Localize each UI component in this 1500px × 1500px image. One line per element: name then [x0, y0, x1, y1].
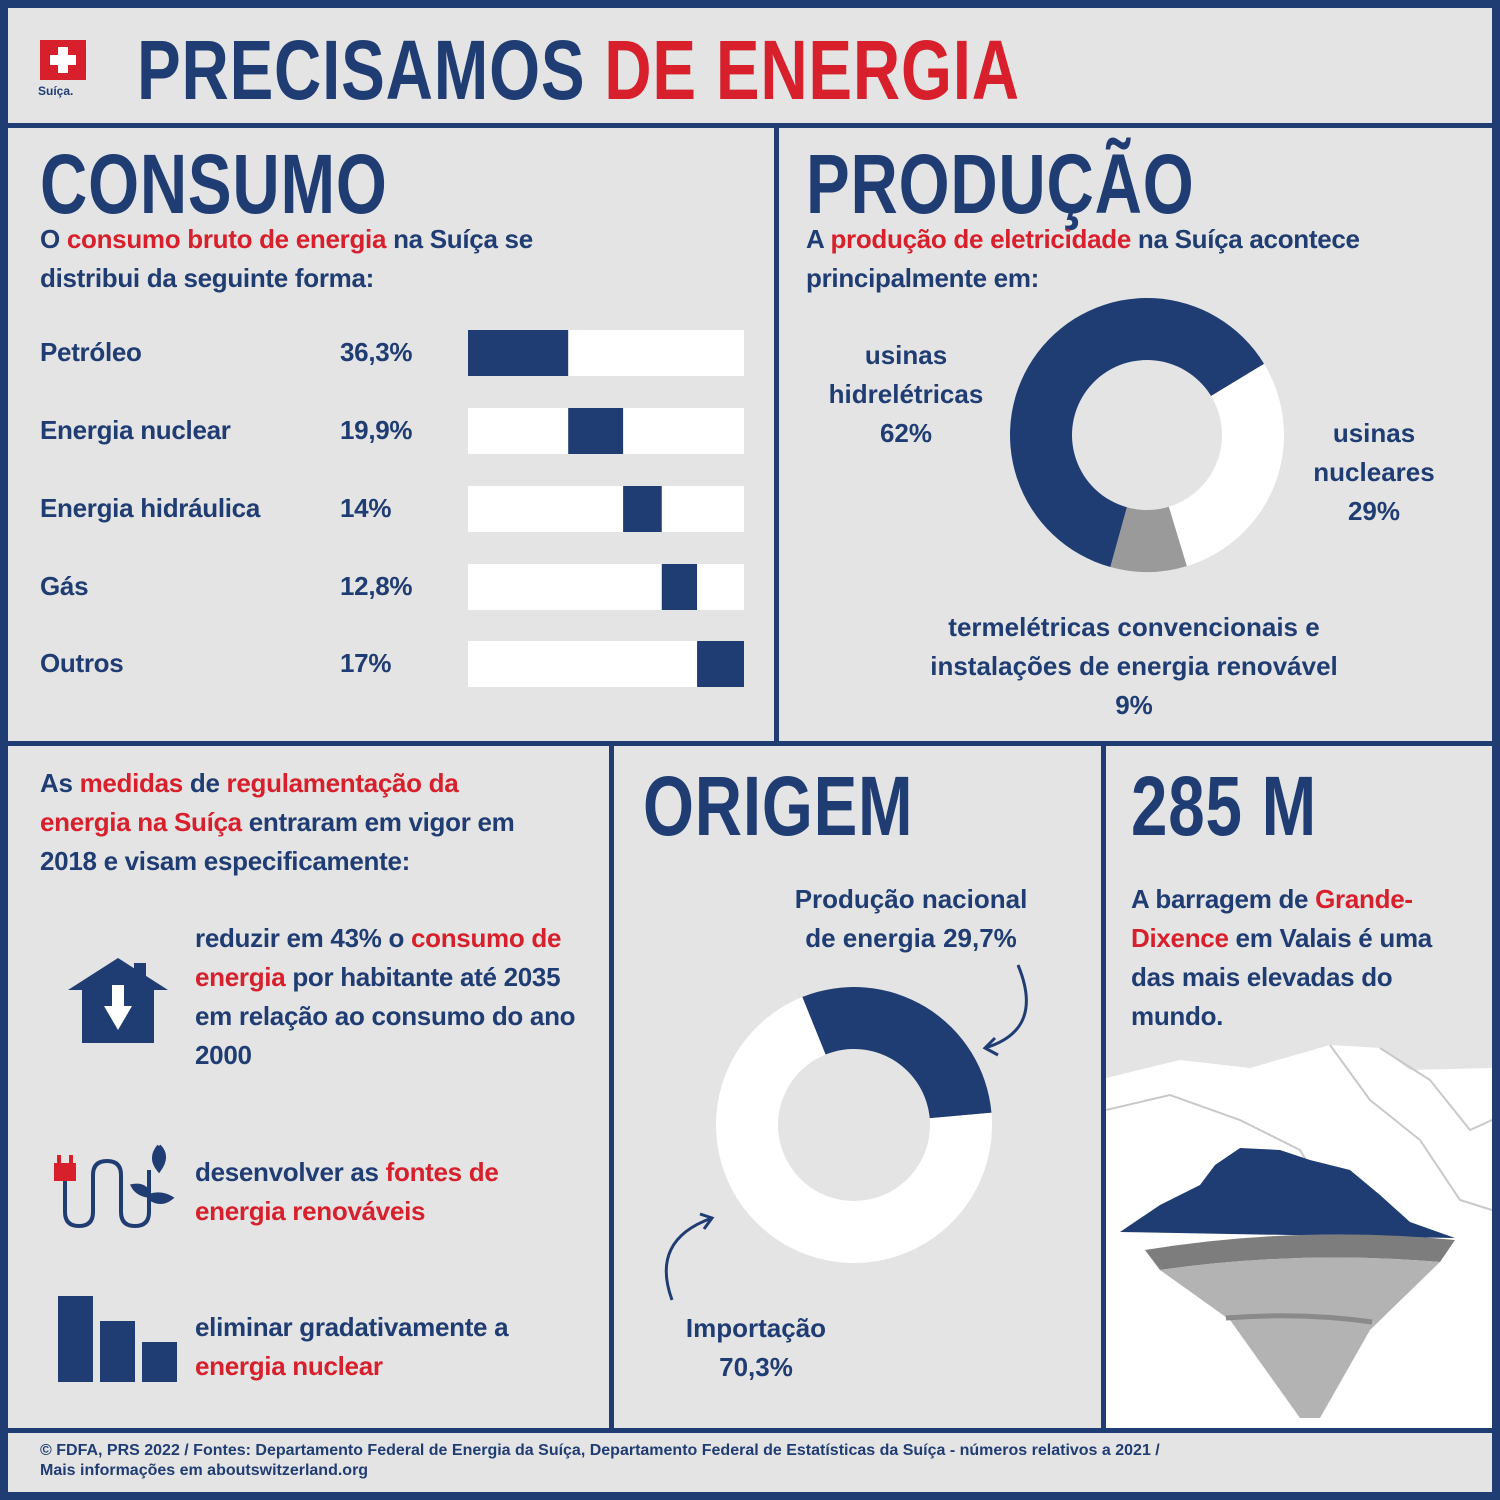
slice-label: Importação 70,3% — [666, 1309, 846, 1387]
border — [0, 1492, 1500, 1500]
text-segment: de — [182, 768, 227, 798]
value-label: 12,8% — [340, 571, 413, 601]
divider — [774, 128, 779, 743]
text-segment: desenvolver as — [195, 1157, 386, 1187]
bar-label: Energia hidráulica — [40, 493, 261, 523]
pie-slice — [1009, 298, 1265, 568]
slice-value: 9% — [1115, 690, 1153, 720]
text-segment: A barragem de — [1131, 884, 1316, 914]
slice-label: Produção nacional de energia 29,7% — [781, 880, 1041, 958]
footer-line: Mais informações em aboutswitzerland.org — [40, 1462, 369, 1479]
plug-icon — [54, 1144, 175, 1229]
text-segment: A — [806, 224, 831, 254]
section-subtitle: A produção de eletricidade na Suíça acon… — [806, 220, 1456, 298]
divider — [609, 746, 614, 1430]
text-segment: em Valais é uma das mais elevadas do mun… — [1131, 923, 1432, 1031]
bar-label: Outros — [40, 648, 124, 678]
logo-cross — [50, 55, 76, 65]
text-segment: por habitante até 2035 em relação ao con… — [195, 962, 576, 1070]
value-label: 19,9% — [340, 415, 413, 445]
measure-item: desenvolver as fontes de energia renováv… — [195, 1153, 545, 1231]
border — [0, 0, 1500, 8]
pie-slice — [1110, 506, 1187, 572]
text-segment: O — [40, 224, 67, 254]
text-segment: consumo bruto de energia — [66, 224, 387, 254]
section-title: CONSUMO — [40, 137, 388, 231]
slice-value: 62% — [879, 418, 933, 448]
text-segment: eliminar gradativamente a — [195, 1312, 509, 1342]
slice-name: Produção nacional de energia — [794, 884, 1028, 953]
section-title: PRODUÇÃO — [806, 137, 1195, 231]
pie-slice — [1168, 363, 1284, 567]
dam-illustration — [1105, 1044, 1493, 1428]
bar-track — [468, 486, 744, 532]
footer-line: © FDFA, PRS 2022 / Fontes: Departamento … — [40, 1442, 1160, 1459]
bar — [661, 564, 698, 610]
footer: © FDFA, PRS 2022 / Fontes: Departamento … — [40, 1441, 1160, 1481]
bar-label: Energia nuclear — [40, 415, 231, 445]
text-segment: As — [40, 768, 80, 798]
text-segment: energia nuclear — [195, 1351, 383, 1381]
page-title: PRECISAMOS DE ENERGIA — [137, 28, 1020, 112]
arrow-head — [699, 1212, 715, 1230]
text-segment: Grande-Dixence — [1131, 884, 1413, 953]
measure-item: reduzir em 43% o consumo de energia por … — [195, 919, 590, 1075]
bar-label: Gás — [40, 571, 89, 601]
arrow — [664, 1216, 713, 1301]
divider — [0, 1428, 1500, 1433]
text-segment: regulamentação da energia na Suíça — [40, 768, 459, 837]
value-label: 17% — [340, 648, 392, 678]
text-segment: produção de eletricidade — [830, 224, 1131, 254]
value-label: 36,3% — [340, 337, 413, 367]
house-icon — [68, 958, 168, 1043]
arrow — [984, 964, 1028, 1050]
text-segment: na Suíça se distribui da seguinte forma: — [40, 224, 533, 293]
border — [0, 0, 8, 1500]
slice-name: Importação — [685, 1313, 827, 1343]
text-segment: fontes de energia renováveis — [195, 1157, 499, 1226]
measures-intro: As medidas de regulamentação da energia … — [40, 764, 520, 881]
slice-value: 70,3% — [719, 1352, 793, 1382]
bar — [623, 486, 662, 532]
text-segment: na Suíça acontece principalmente em: — [806, 224, 1360, 293]
value-label: 14% — [340, 493, 392, 523]
text-segment: consumo de energia — [195, 923, 562, 992]
text-segment: entraram em vigor em 2018 e visam especi… — [40, 807, 515, 876]
slice-value: 29% — [1347, 496, 1401, 526]
slice-name: usinas nucleares — [1313, 418, 1435, 487]
bar — [697, 641, 744, 687]
decline-icon — [58, 1296, 177, 1382]
pie-slice — [716, 997, 993, 1263]
dam-title: 285 M — [1131, 759, 1318, 853]
arrow-head — [982, 1036, 999, 1057]
slice-name: usinas hidrelétricas — [828, 340, 984, 409]
text-segment: reduzir em 43% o — [195, 923, 411, 953]
border — [1492, 0, 1500, 1500]
section-title: ORIGEM — [643, 759, 914, 853]
dam-text: A barragem de Grande-Dixence em Valais é… — [1131, 880, 1461, 1036]
slice-name: termelétricas convencionais e instalaçõe… — [930, 612, 1338, 681]
bar-label: Petróleo — [40, 337, 142, 367]
text-segment: PRECISAMOS — [137, 23, 605, 117]
bar-track — [468, 564, 744, 610]
bar — [468, 330, 569, 376]
logo-text: Suíça. — [38, 84, 74, 98]
slice-label: usinas hidrelétricas 62% — [811, 336, 1001, 453]
text-segment: DE ENERGIA — [604, 23, 1020, 117]
section-subtitle: O consumo bruto de energia na Suíça se d… — [40, 220, 560, 298]
text-segment: medidas — [79, 768, 184, 798]
divider — [0, 741, 1500, 746]
slice-label: termelétricas convencionais e instalaçõe… — [874, 608, 1394, 725]
measure-item: eliminar gradativamente a energia nuclea… — [195, 1308, 530, 1386]
slice-label: usinas nucleares 29% — [1294, 414, 1454, 531]
divider — [1101, 746, 1106, 1430]
bar — [568, 408, 624, 454]
slice-value: 29,7% — [943, 923, 1017, 953]
pie-slice — [802, 987, 992, 1119]
divider — [0, 123, 1500, 128]
